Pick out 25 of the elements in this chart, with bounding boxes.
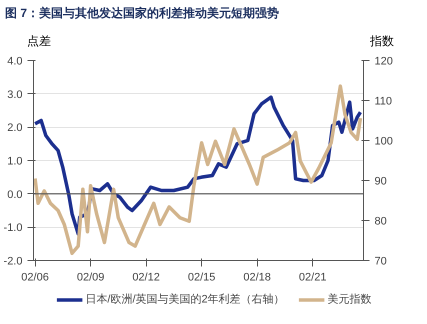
chart-title: 图 7：美国与其他发达国家的利差推动美元短期强势 [5,5,280,22]
x-tick-label: 02/06 [21,272,49,284]
y2-axis-title: 指数 [370,33,394,50]
x-tick-label: 02/15 [188,272,216,284]
x-tick-label: 02/12 [132,272,160,284]
y-axis-title: 点差 [27,33,51,50]
y-tick-label: 3.0 [7,88,23,101]
y-tick-label: 1.0 [7,156,23,168]
y2-tick-label: 100 [374,136,393,148]
y-tick-label: -2.0 [4,256,23,268]
y2-tick-label: 110 [374,96,392,108]
y2-tick-label: 90 [374,176,387,188]
x-tick-label: 02/09 [76,272,104,284]
x-tick-label: 02/21 [298,272,326,284]
y2-tick-label: 70 [374,256,387,268]
y-tick-label: 0.0 [7,188,23,201]
line-series [34,84,362,256]
y-tick-label: 4.0 [7,56,23,68]
y2-tick-label: 80 [374,216,387,228]
y2-tick-label: 120 [374,56,393,68]
y-tick-label: -1.0 [4,222,23,234]
legend-label: 日本/欧洲/英国与美国的2年利差（右轴） [85,292,285,306]
legend-label: 美元指数 [328,292,372,306]
y-tick-label: 2.0 [7,122,23,134]
x-tick-label: 02/18 [243,272,271,284]
